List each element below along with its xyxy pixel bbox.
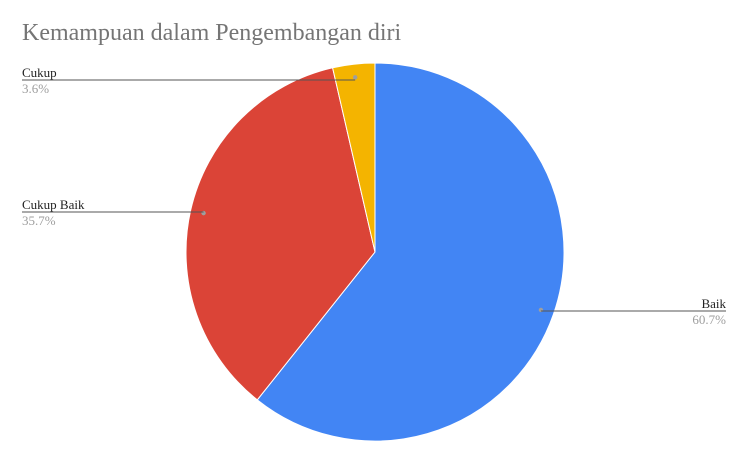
- pie-slices: [185, 62, 565, 442]
- callout-dot: [352, 75, 358, 80]
- slice-label-baik: Baik: [701, 296, 726, 311]
- slice-percent-baik: 60.7%: [692, 312, 726, 327]
- slice-label-cukup: Cukup: [22, 65, 57, 80]
- callout-dot: [538, 307, 544, 313]
- pie-slice-cukup[interactable]: [332, 62, 376, 253]
- pie-slice-baik[interactable]: [256, 62, 565, 442]
- slice-percent-cukup: 3.6%: [22, 81, 49, 96]
- pie-slice-cukup-baik[interactable]: [185, 67, 376, 401]
- slice-percent-cukup-baik: 35.7%: [22, 213, 56, 228]
- chart-title: Kemampuan dalam Pengembangan diri: [22, 20, 402, 46]
- slice-label-cukup-baik: Cukup Baik: [22, 197, 85, 212]
